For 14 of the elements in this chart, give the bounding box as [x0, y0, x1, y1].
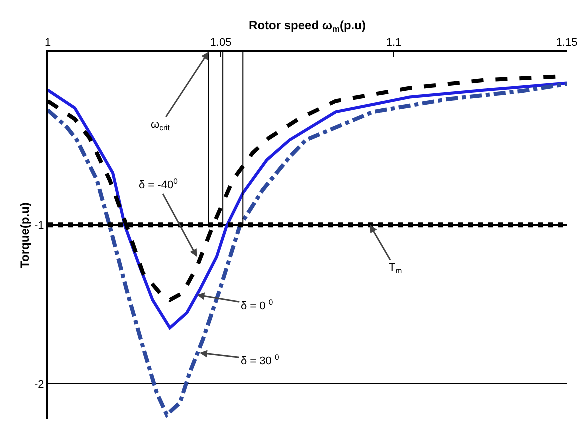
y-tick-label: -1 — [34, 220, 44, 232]
x-tick-label: 1 — [44, 37, 52, 50]
x-axis-title: Rotor speed ω$_{m}$(p.u) — [249, 18, 366, 34]
annotation: ω$_{crit}$ — [151, 119, 171, 132]
annotation: T$_{m}$ — [389, 262, 402, 276]
annotation: δ = -40$^{0}$ — [139, 177, 178, 192]
annotation: δ = 30 $^{0}$ — [241, 353, 280, 368]
y-axis-title: Torque(p.u) — [18, 202, 32, 268]
annotation: δ = 0 $^{0}$ — [241, 298, 274, 313]
line-series — [48, 82, 567, 418]
y-tick-label: -2 — [34, 378, 44, 391]
x-tick-label: 1.1 — [386, 37, 402, 50]
x-tick-label: 1.05 — [210, 37, 232, 50]
x-tick-label: 1.15 — [556, 37, 578, 50]
